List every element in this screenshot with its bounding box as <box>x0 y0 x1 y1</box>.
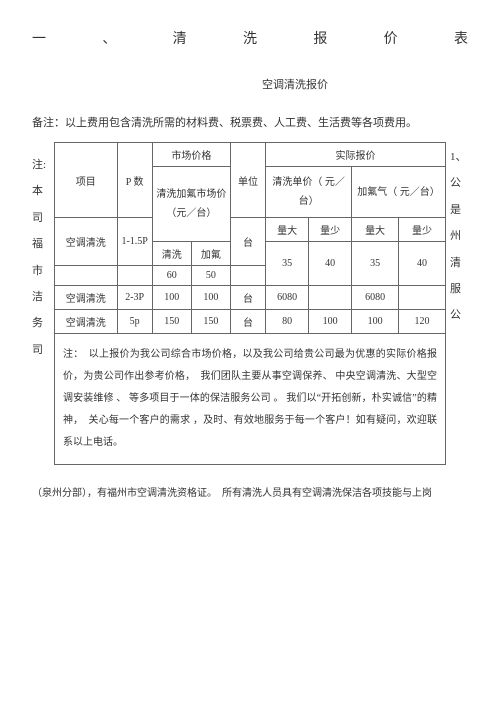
h5: 价 <box>384 28 398 48</box>
lv6: 务 <box>32 310 50 336</box>
table-row: 空调清洗 5p 150 150 台 80 100 100 120 <box>55 310 446 334</box>
r3-e: 100 <box>352 310 399 334</box>
blank3 <box>230 266 265 286</box>
lv5: 洁 <box>32 284 50 310</box>
subtitle: 空调清洗报价 <box>122 76 468 92</box>
price-table: 项目 P 数 市场价格 单位 实际报价 清洗加氟市场价（元／台） 清洗单价（ 元… <box>54 142 446 334</box>
rv3: 州 <box>450 223 468 249</box>
r1-p: 1-1.5P <box>117 218 152 266</box>
r3-a: 150 <box>152 310 191 334</box>
r2-d <box>309 286 352 310</box>
page-heading: 一 、 清 洗 报 价 表 <box>32 28 468 48</box>
r1b-b: 50 <box>191 266 230 286</box>
lv7: 司 <box>32 337 50 363</box>
th-qd: 量少 <box>399 218 446 242</box>
remark-line: 备注：以上费用包含清洗所需的材料费、税票费、人工费、生活费等各项费用。 <box>32 114 468 130</box>
r3-b: 150 <box>191 310 230 334</box>
th-item: 项目 <box>55 143 118 218</box>
r3-p: 5p <box>117 310 152 334</box>
table-wrap: 项目 P 数 市场价格 单位 实际报价 清洗加氟市场价（元／台） 清洗单价（ 元… <box>54 142 446 465</box>
r2-b: 100 <box>191 286 230 310</box>
th-actual: 实际报价 <box>266 143 446 167</box>
sub-wash: 清洗 <box>152 242 191 266</box>
h6: 表 <box>454 28 468 48</box>
c-d: 35 <box>266 242 309 286</box>
r2-item: 空调清洗 <box>55 286 118 310</box>
r1b-a: 60 <box>152 266 191 286</box>
r2-p: 2-3P <box>117 286 152 310</box>
r3-d: 100 <box>309 310 352 334</box>
sub-fluor: 加氟 <box>191 242 230 266</box>
th-unit: 单位 <box>230 143 265 218</box>
rv2: 是 <box>450 197 468 223</box>
r1-unit: 台 <box>230 218 265 266</box>
c-f: 35 <box>352 242 399 286</box>
rv4: 清 <box>450 250 468 276</box>
table-row: 项目 P 数 市场价格 单位 实际报价 <box>55 143 446 167</box>
h0: 一 <box>32 28 46 48</box>
th-qb: 量少 <box>309 218 352 242</box>
h3: 洗 <box>243 28 257 48</box>
th-qc: 量大 <box>352 218 399 242</box>
table-row: 空调清洗 2-3P 100 100 台 6080 6080 <box>55 286 446 310</box>
r2-a: 100 <box>152 286 191 310</box>
lv2: 司 <box>32 205 50 231</box>
blank1 <box>55 266 118 286</box>
r3-c: 80 <box>266 310 309 334</box>
th-qa: 量大 <box>266 218 309 242</box>
right-vertical-text: 1、 公 是 州 清 服 公 <box>450 142 468 465</box>
th-p: P 数 <box>117 143 152 218</box>
lv4: 市 <box>32 258 50 284</box>
blank2 <box>117 266 152 286</box>
th-act-a: 清洗单价（ 元／台） <box>266 167 352 218</box>
h2: 清 <box>173 28 187 48</box>
r2-c: 6080 <box>266 286 309 310</box>
th-market: 市场价格 <box>152 143 230 167</box>
rv6: 公 <box>450 302 468 328</box>
h4: 报 <box>313 28 327 48</box>
r3-f: 120 <box>399 310 446 334</box>
th-act-b: 加氟气（ 元／台） <box>352 167 446 218</box>
lv0: 注: <box>32 152 50 178</box>
table-row: 空调清洗 1-1.5P 台 量大 量少 量大 量少 <box>55 218 446 242</box>
rv5: 服 <box>450 276 468 302</box>
footer-line: （泉州分部），有福州市空调清洗资格证。 所有清洗人员具有空调清洗保洁各项技能与上… <box>32 485 468 503</box>
content-row: 注: 本 司 福 市 洁 务 司 项目 P 数 市场价格 单位 实际报价 清洗加… <box>32 142 468 465</box>
c-g: 40 <box>399 242 446 286</box>
lv3: 福 <box>32 231 50 257</box>
rv1: 公 <box>450 170 468 196</box>
h1: 、 <box>102 28 116 48</box>
table-note: 注： 以上报价为我公司综合市场价格，以及我公司给贵公司最为优惠的实际价格报价，为… <box>54 334 446 465</box>
r2-f: 6080 <box>352 286 399 310</box>
c-e: 40 <box>309 242 352 286</box>
rv0: 1、 <box>450 144 468 170</box>
r2-u: 台 <box>230 286 265 310</box>
r3-u: 台 <box>230 310 265 334</box>
th-market-sub: 清洗加氟市场价（元／台） <box>152 167 230 242</box>
r3-item: 空调清洗 <box>55 310 118 334</box>
lv1: 本 <box>32 178 50 204</box>
r2-g <box>399 286 446 310</box>
left-vertical-text: 注: 本 司 福 市 洁 务 司 <box>32 142 50 465</box>
r1-item: 空调清洗 <box>55 218 118 266</box>
